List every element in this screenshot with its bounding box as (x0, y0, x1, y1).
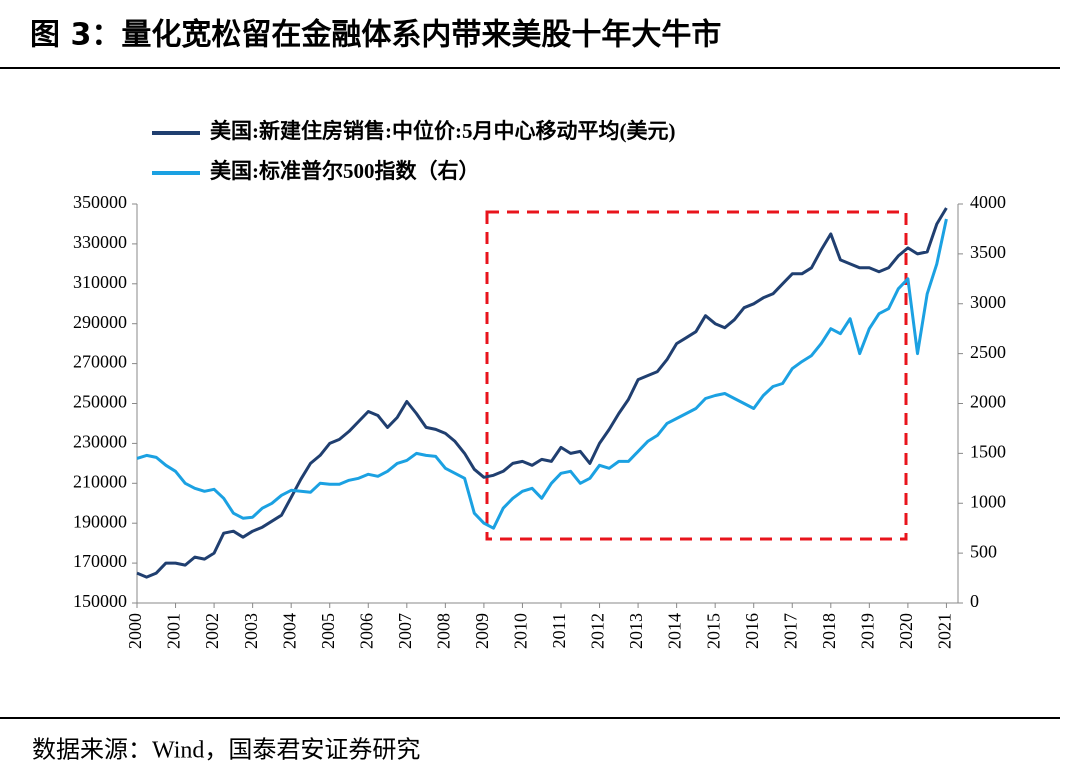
chart-title: 图 3：量化宽松留在金融体系内带来美股十年大牛市 (30, 18, 721, 53)
x-tick-label: 2002 (202, 613, 222, 649)
x-tick-label: 2013 (626, 613, 646, 649)
y2-tick-label: 1500 (970, 442, 1006, 462)
x-tick-label: 2004 (279, 613, 299, 649)
x-tick-label: 2005 (318, 613, 338, 649)
y-tick-label: 350000 (73, 192, 127, 212)
y2-tick-label: 2000 (970, 392, 1006, 412)
x-tick-label: 2003 (241, 613, 261, 649)
x-tick-label: 2010 (511, 613, 531, 649)
x-tick-label: 2008 (433, 613, 453, 649)
y-tick-label: 170000 (73, 551, 127, 571)
highlight-box (485, 210, 908, 541)
y2-tick-label: 1000 (970, 491, 1006, 511)
y2-tick-label: 3500 (970, 242, 1006, 262)
source: 数据来源：Wind，国泰君安证券研究 (32, 737, 420, 764)
y-tick-label: 210000 (73, 471, 127, 491)
x-tick-label: 2000 (125, 613, 145, 649)
x-tick-label: 2020 (896, 613, 916, 649)
legend-label: 美国:新建住房销售:中位价:5月中心移动平均(美元) (210, 119, 675, 143)
x-tick-label: 2017 (780, 613, 800, 649)
y-tick-label: 270000 (73, 352, 127, 372)
x-tick-label: 2012 (588, 613, 608, 649)
y-tick-label: 290000 (73, 312, 127, 332)
y-tick-label: 310000 (73, 272, 127, 292)
series-line (136, 207, 948, 579)
y-tick-label: 250000 (73, 392, 127, 412)
x-tick-label: 2006 (356, 613, 376, 649)
x-tick-label: 2018 (819, 613, 839, 649)
y2-tick-label: 0 (970, 591, 979, 611)
x-tick-label: 2011 (549, 613, 569, 648)
x-tick-label: 2016 (742, 613, 762, 649)
x-tick-label: 2001 (164, 613, 184, 649)
x-tick-label: 2015 (703, 613, 723, 649)
legend-label: 美国:标准普尔500指数（右） (210, 159, 480, 183)
y-tick-label: 150000 (73, 591, 127, 611)
x-tick-label: 2007 (395, 613, 415, 649)
y-tick-label: 230000 (73, 432, 127, 452)
series-line (136, 218, 948, 530)
x-tick-label: 2014 (665, 613, 685, 649)
y-tick-label: 190000 (73, 511, 127, 531)
y2-tick-label: 3000 (970, 292, 1006, 312)
y2-tick-label: 500 (970, 541, 997, 561)
y2-tick-label: 2500 (970, 342, 1006, 362)
x-tick-label: 2019 (857, 613, 877, 649)
x-tick-label: 2021 (935, 613, 955, 649)
y2-tick-label: 4000 (970, 192, 1006, 212)
y-tick-label: 330000 (73, 232, 127, 252)
x-tick-label: 2009 (472, 613, 492, 649)
